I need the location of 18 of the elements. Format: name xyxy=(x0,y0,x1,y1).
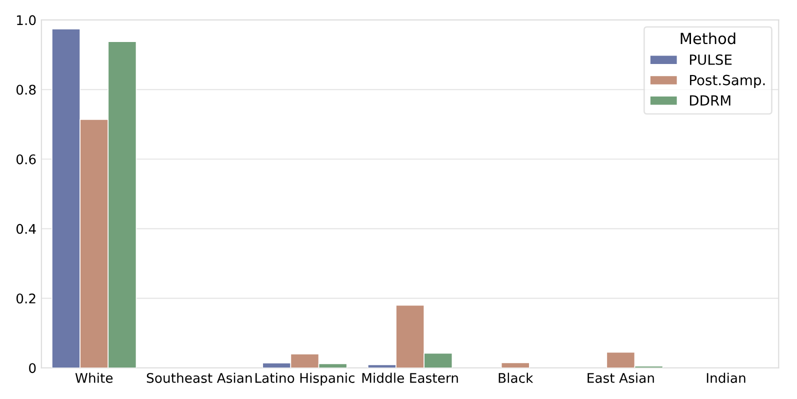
x-tick-label: White xyxy=(75,372,113,383)
legend-title: Method xyxy=(680,32,736,44)
y-tick-label: 0.2 xyxy=(16,294,36,304)
bar xyxy=(500,362,530,368)
legend-label: DDRM xyxy=(690,95,730,106)
y-tick-label: 1.0 xyxy=(17,15,36,26)
y-tick-label: 0 xyxy=(29,363,36,374)
legend-label: Post.Samp. xyxy=(690,74,765,88)
x-tick-label: Latino Hispanic xyxy=(255,372,354,386)
x-tick-label: Black xyxy=(498,372,534,383)
x-tick-label: Southeast Asian xyxy=(146,372,252,383)
y-tick-label: 0.4 xyxy=(16,224,36,234)
y-tick-label: 0.6 xyxy=(16,154,36,164)
legend-label: PULSE xyxy=(690,54,732,65)
x-tick-label: Middle Eastern xyxy=(362,372,458,383)
x-tick-label: East Asian xyxy=(588,372,654,383)
x-tick-label: Indian xyxy=(706,372,746,383)
y-tick-label: 0.8 xyxy=(16,84,36,95)
